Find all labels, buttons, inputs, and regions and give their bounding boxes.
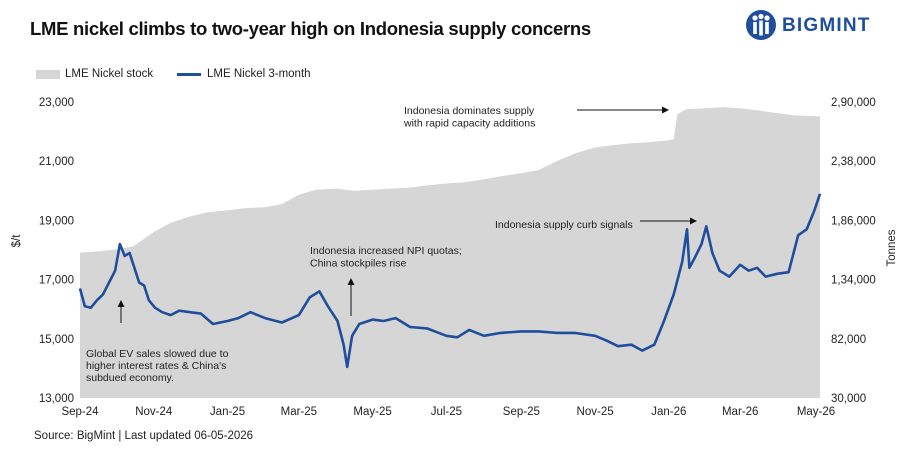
legend-label-stock: LME Nickel stock xyxy=(65,68,154,80)
x-axis-tick-label: Jan-26 xyxy=(651,406,686,418)
legend-swatch-line xyxy=(177,73,201,76)
annotation-text: subdued economy. xyxy=(86,372,174,384)
right-axis-tick-label: 1,86,000 xyxy=(831,215,876,227)
x-axis: Sep-24 Nov-24 Jan-25 Mar-25 May-25 Jul-25 Sep-… xyxy=(61,406,835,418)
left-axis-tick-label: 21,000 xyxy=(39,156,74,168)
left-axis-tick-label: 23,000 xyxy=(39,97,74,109)
right-axis-title: Tonnes xyxy=(886,229,898,266)
brand-name: BIGMINT xyxy=(782,15,871,36)
price-line-series xyxy=(78,193,822,369)
x-axis-tick-label: Mar-25 xyxy=(281,406,317,418)
chart-title: LME nickel climbs to two-year high on In… xyxy=(30,18,591,39)
right-axis-tick-label: 2,90,000 xyxy=(831,97,876,109)
x-axis-tick-label: Jan-25 xyxy=(210,406,245,418)
x-axis-tick-label: Mar-26 xyxy=(722,406,758,418)
annotation-text: Indonesia supply curb signals xyxy=(495,219,633,231)
brand-logo: BIGMINT xyxy=(744,9,904,41)
left-axis-title: $/t xyxy=(11,234,23,248)
left-axis-tick-label: 19,000 xyxy=(39,215,74,227)
right-axis-tick-label: 30,000 xyxy=(831,393,866,405)
annotation-text: Global EV sales slowed due to xyxy=(86,348,229,360)
annotation-text: China stockpiles rise xyxy=(310,258,406,270)
x-axis-tick-label: Jul-25 xyxy=(431,406,462,418)
annotation-text: Indonesia dominates supply xyxy=(404,105,535,117)
x-axis-tick-label: Nov-24 xyxy=(135,406,173,418)
stock-area-series xyxy=(80,107,820,398)
x-axis-tick-label: Sep-25 xyxy=(503,406,540,418)
annotation-text: higher interest rates & China's xyxy=(86,360,226,372)
legend-swatch-area xyxy=(36,70,60,79)
bigmint-logo-icon xyxy=(746,10,776,40)
left-axis-tick-label: 13,000 xyxy=(39,393,74,405)
left-axis-tick-label: 15,000 xyxy=(39,334,74,346)
right-axis-tick-label: 2,38,000 xyxy=(831,156,876,168)
x-axis-tick-label: May-26 xyxy=(797,406,835,418)
annotation-text: Indonesia increased NPI quotas; xyxy=(310,245,462,257)
x-axis-tick-label: May-25 xyxy=(353,406,391,418)
right-axis-tick-label: 82,000 xyxy=(831,334,866,346)
legend-label-price: LME Nickel 3-month xyxy=(207,68,311,80)
source-note: Source: BigMint | Last updated 06-05-202… xyxy=(34,430,254,442)
x-axis-tick-label: Nov-25 xyxy=(577,406,614,418)
plot-area xyxy=(78,107,822,398)
left-axis-tick-label: 17,000 xyxy=(39,275,74,287)
right-axis: 30,000 82,000 1,34,000 1,86,000 2,38,000 2,90… xyxy=(831,97,876,405)
x-axis-tick-label: Sep-24 xyxy=(61,406,99,418)
right-axis-tick-label: 1,34,000 xyxy=(831,275,876,287)
left-axis: 13,000 15,000 17,000 19,000 21,000 23,000 xyxy=(39,97,74,405)
annotation-text: with rapid capacity additions xyxy=(403,118,535,130)
